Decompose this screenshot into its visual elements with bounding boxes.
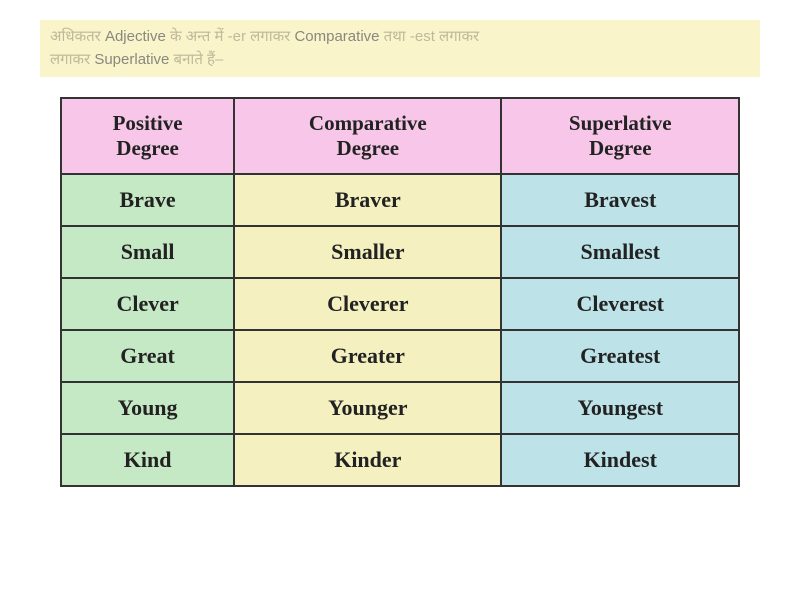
table-cell: Small	[61, 226, 234, 278]
table-header-row: PositiveDegree ComparativeDegree Superla…	[61, 98, 739, 174]
table-cell: Kinder	[234, 434, 501, 486]
rule-text-5: तथा -est लगाकर	[384, 28, 480, 45]
table-row: GreatGreaterGreatest	[61, 330, 739, 382]
table-cell: Clever	[61, 278, 234, 330]
table-cell: Brave	[61, 174, 234, 226]
rule-text-7: बनाते हैं–	[174, 51, 224, 68]
col-header-superlative-text: SuperlativeDegree	[569, 111, 672, 160]
table-cell: Youngest	[501, 382, 739, 434]
table-cell: Kind	[61, 434, 234, 486]
table-row: KindKinderKindest	[61, 434, 739, 486]
col-header-positive-text: PositiveDegree	[113, 111, 183, 160]
table-cell: Cleverest	[501, 278, 739, 330]
table-row: SmallSmallerSmallest	[61, 226, 739, 278]
table-cell: Bravest	[501, 174, 739, 226]
col-header-positive: PositiveDegree	[61, 98, 234, 174]
degrees-table: PositiveDegree ComparativeDegree Superla…	[60, 97, 740, 487]
table-cell: Young	[61, 382, 234, 434]
table-cell: Greatest	[501, 330, 739, 382]
table-cell: Greater	[234, 330, 501, 382]
table-cell: Smallest	[501, 226, 739, 278]
rule-text-5b: लगाकर	[50, 51, 94, 68]
rule-text-4: Comparative	[294, 28, 379, 45]
table-row: CleverClevererCleverest	[61, 278, 739, 330]
rule-description: अधिकतर Adjective के अन्त में -er लगाकर C…	[40, 20, 760, 77]
rule-text-2: Adjective	[105, 28, 166, 45]
table-cell: Great	[61, 330, 234, 382]
table-cell: Kindest	[501, 434, 739, 486]
table-row: YoungYoungerYoungest	[61, 382, 739, 434]
table-cell: Smaller	[234, 226, 501, 278]
table-cell: Braver	[234, 174, 501, 226]
rule-text-1: अधिकतर	[50, 28, 105, 45]
table-cell: Younger	[234, 382, 501, 434]
table-cell: Cleverer	[234, 278, 501, 330]
col-header-comparative-text: ComparativeDegree	[309, 111, 427, 160]
col-header-comparative: ComparativeDegree	[234, 98, 501, 174]
rule-text-6: Superlative	[94, 51, 169, 68]
table-row: BraveBraverBravest	[61, 174, 739, 226]
col-header-superlative: SuperlativeDegree	[501, 98, 739, 174]
rule-text-3: के अन्त में -er लगाकर	[170, 28, 294, 45]
